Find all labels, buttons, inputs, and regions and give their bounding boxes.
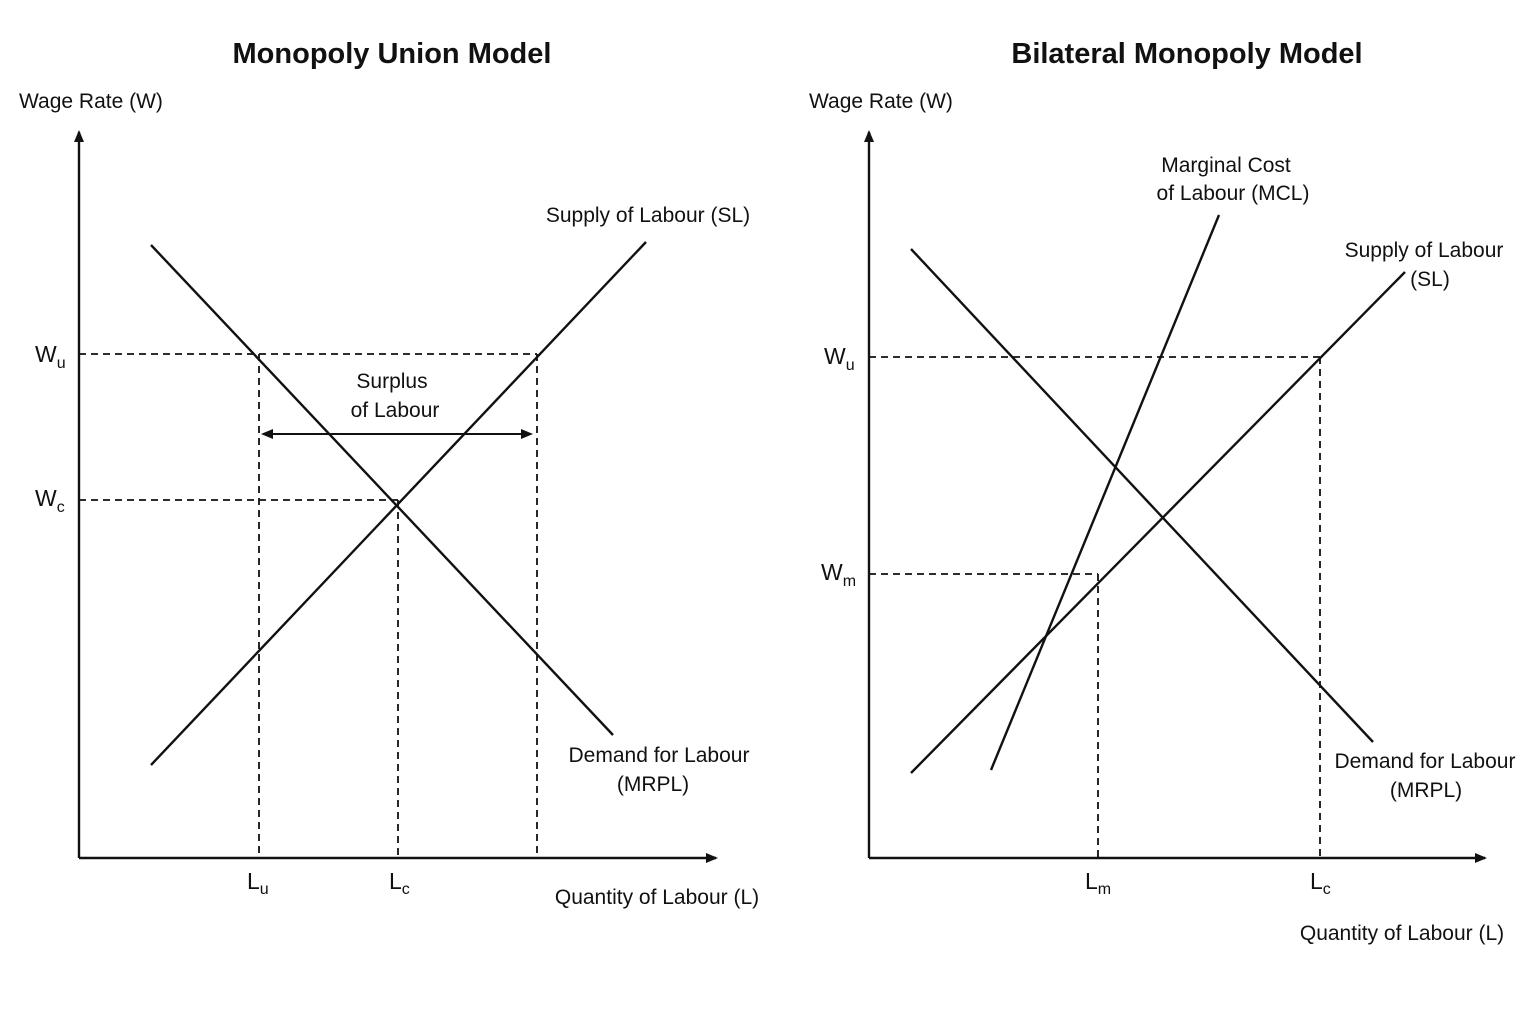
left-lu-main: L [247,868,260,894]
right-wu-tick: Wu [824,343,855,374]
bilateral-monopoly-title: Bilateral Monopoly Model [1011,38,1362,70]
surplus-label-line1: Surplus [356,370,427,393]
right-lc-main: L [1310,868,1323,894]
right-wu-sub: u [846,357,855,374]
monopoly-union-panel: Monopoly Union Model Wage Rate (W) Suppl… [19,38,759,909]
left-wc-main: W [35,485,57,511]
left-y-axis-label: Wage Rate (W) [19,90,163,113]
left-lu-sub: u [260,881,269,898]
right-lm-tick: Lm [1085,868,1111,898]
right-supply-label-line2: (SL) [1410,268,1450,291]
right-wm-tick: Wm [821,559,856,590]
left-x-axis-label: Quantity of Labour (L) [555,886,759,909]
right-demand-label-line2: (MRPL) [1390,779,1462,802]
left-wu-main: W [35,341,57,367]
left-demand-label-line1: Demand for Labour [569,744,750,767]
left-wc-sub: c [57,499,65,516]
surplus-label-line2: of Labour [351,399,440,422]
left-wu-tick: Wu [35,341,66,372]
left-demand-curve [150,244,614,736]
right-lm-sub: m [1098,881,1111,898]
right-supply-label-line1: Supply of Labour [1345,239,1504,262]
left-wc-tick: Wc [35,485,65,516]
right-demand-curve [910,248,1374,743]
marginal-cost-of-labour-curve [989,214,1221,771]
left-supply-curve [150,241,647,766]
right-y-axis-label: Wage Rate (W) [809,90,953,113]
right-wu-main: W [824,343,846,369]
right-wm-main: W [821,559,843,585]
right-lc-tick: Lc [1310,868,1331,898]
left-lu-tick: Lu [247,868,269,898]
right-x-axis-label: Quantity of Labour (L) [1300,922,1504,945]
left-demand-label-line2: (MRPL) [617,773,689,796]
mcl-label-line1: Marginal Cost [1161,154,1291,177]
left-supply-label: Supply of Labour (SL) [546,204,750,227]
mcl-label-line2: of Labour (MCL) [1157,182,1310,205]
right-lc-sub: c [1323,881,1331,898]
bilateral-monopoly-panel: Bilateral Monopoly Model Wage Rate (W) M… [809,38,1515,945]
left-wu-sub: u [57,355,66,372]
left-lc-tick: Lc [389,868,410,898]
right-demand-label-line1: Demand for Labour [1335,750,1516,773]
left-lc-sub: c [402,881,410,898]
monopoly-union-title: Monopoly Union Model [233,38,552,70]
right-supply-curve [910,271,1406,774]
left-lc-main: L [389,868,402,894]
right-wm-sub: m [843,573,856,590]
right-lm-main: L [1085,868,1098,894]
